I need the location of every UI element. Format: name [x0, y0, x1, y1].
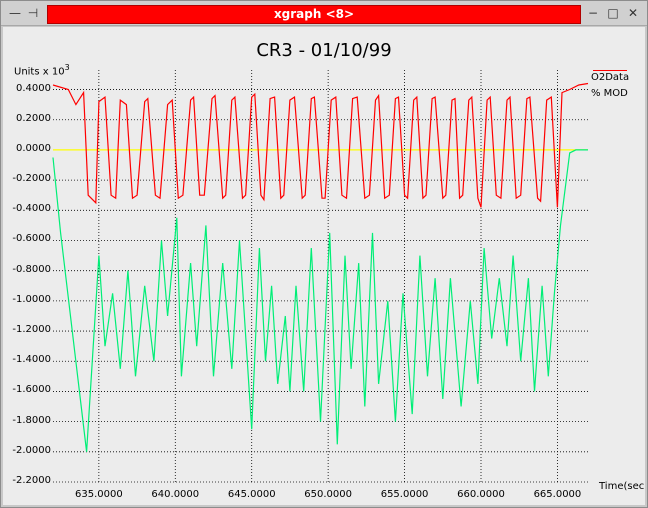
chart-canvas — [52, 70, 589, 483]
y-tick-label: 0.4000 — [16, 82, 51, 94]
chart-title: CR3 - 01/10/99 — [256, 40, 392, 61]
y-tick-label: -2.0000 — [12, 444, 51, 456]
minimize-icon[interactable]: — — [9, 6, 21, 20]
x-tick-label: 655.0000 — [380, 489, 429, 500]
y-tick-label: -0.4000 — [12, 203, 51, 215]
x-tick-label: 645.0000 — [227, 489, 276, 500]
y-tick-label: -1.2000 — [12, 324, 51, 336]
y-tick-label: -0.6000 — [12, 233, 51, 245]
x-tick-label: 665.0000 — [533, 489, 582, 500]
x-tick-label: 660.0000 — [457, 489, 505, 500]
percent-mod-line — [52, 149, 588, 452]
legend-o2data-swatch — [593, 70, 627, 71]
legend-percent-mod: % MOD — [591, 88, 628, 99]
legend-o2data: O2Data — [591, 72, 630, 83]
y-tick-label: 0.0000 — [16, 142, 51, 154]
title-bar[interactable]: — ⊣ xgraph <8> − □ ✕ — [1, 1, 647, 26]
y-axis-unit-exponent: 3 — [64, 63, 70, 72]
y-axis-unit-text: Units x 10 — [14, 66, 65, 78]
x-tick-label: 635.0000 — [74, 489, 123, 500]
y-axis-unit: Units x 103 — [14, 63, 70, 77]
pin-icon[interactable]: ⊣ — [27, 6, 39, 20]
maximize-icon[interactable]: □ — [607, 6, 619, 20]
y-tick-label: -0.2000 — [12, 173, 51, 185]
y-tick-label: -1.4000 — [12, 354, 51, 366]
close-icon[interactable]: ✕ — [627, 6, 639, 20]
window-title: xgraph <8> — [47, 5, 581, 24]
y-tick-label: -1.8000 — [12, 414, 51, 426]
x-axis-label: Time(sec) — [599, 481, 645, 492]
y-tick-label: -1.0000 — [12, 293, 51, 305]
plot-area: CR3 - 01/10/99 Units x 103 0.4000 0.2000 0… — [3, 27, 645, 505]
restore-icon[interactable]: − — [587, 6, 599, 20]
o2data-line — [52, 82, 589, 208]
y-tick-label: 0.2000 — [16, 112, 51, 124]
y-tick-label: -2.2000 — [12, 475, 51, 486]
x-tick-label: 640.0000 — [151, 489, 200, 500]
y-tick-label: -1.6000 — [12, 384, 51, 396]
y-tick-label: -0.8000 — [12, 263, 51, 275]
x-tick-label: 650.0000 — [304, 489, 352, 500]
